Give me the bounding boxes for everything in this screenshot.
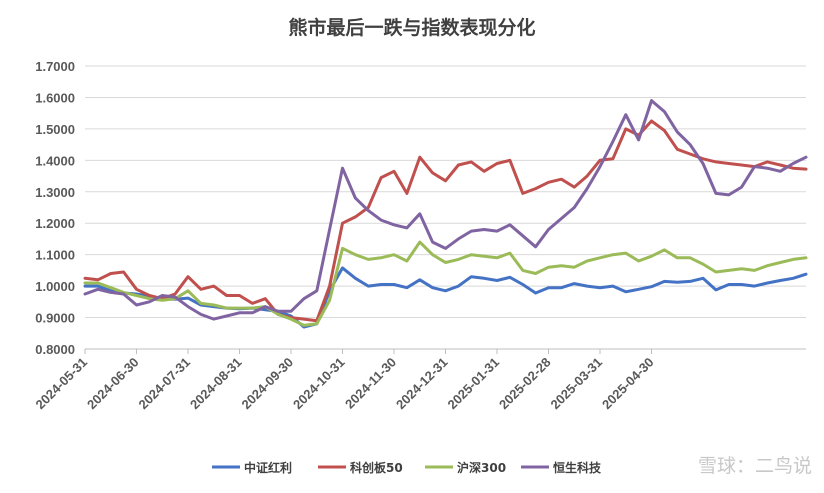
y-tick-label: 1.0000 [35, 279, 75, 294]
watermark-text: 雪球：二鸟说 [698, 455, 812, 477]
legend-label-3: 恒生科技 [553, 460, 602, 475]
y-tick-label: 0.9000 [35, 311, 75, 326]
y-tick-label: 1.7000 [35, 59, 75, 74]
y-tick-label: 1.2000 [35, 216, 75, 231]
chart-title: 熊市最后一跌与指数表现分化 [288, 16, 535, 39]
legend-label-1: 科创板50 [350, 460, 403, 475]
legend-label-0: 中证红利 [244, 460, 292, 475]
y-axis-ticks: 0.8000 0.9000 1.0000 1.1000 1.2000 1.3000 1.40… [35, 59, 75, 357]
y-tick-label: 1.1000 [35, 248, 75, 263]
y-tick-label: 1.5000 [35, 122, 75, 137]
series-line-2 [83, 240, 808, 327]
y-tick-label: 1.6000 [35, 90, 75, 105]
gridlines [85, 65, 806, 350]
legend-label-2: 沪深300 [457, 460, 506, 475]
series-line-1 [83, 119, 808, 323]
series-line-0 [83, 266, 808, 329]
y-tick-label: 0.8000 [35, 342, 75, 357]
y-tick-label: 1.4000 [35, 153, 75, 168]
series-line-3 [83, 99, 808, 321]
series-lines [83, 99, 808, 329]
legend: 中证红利 科创板50 沪深300 恒生科技 [212, 460, 602, 475]
y-tick-label: 1.3000 [35, 185, 75, 200]
